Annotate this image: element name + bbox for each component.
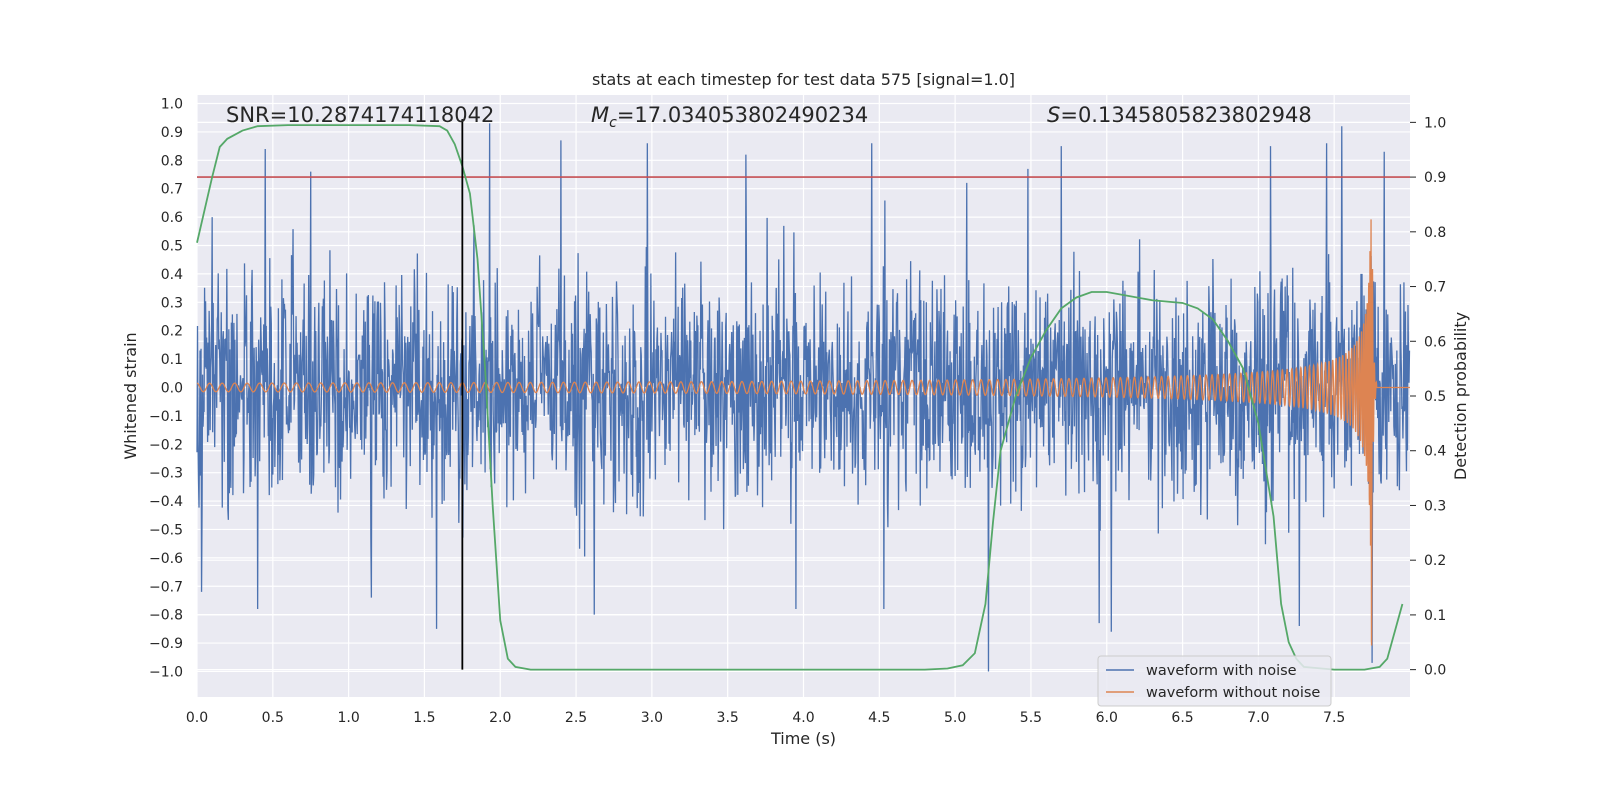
y-tick-label: −0.7 [149,579,183,595]
y-tick-label: 0.1 [161,352,183,368]
y-tick-label: −0.6 [149,551,183,567]
legend-entry-noise: waveform with noise [1146,663,1297,679]
legend-entry-clean: waveform without noise [1146,685,1320,701]
x-tick-label: 3.0 [641,710,663,726]
y-tick-label: 0.2 [161,324,183,340]
x-tick-label: 5.5 [1020,710,1042,726]
y-right-tick-label: 0.2 [1424,553,1446,569]
x-axis-label: Time (s) [770,729,836,748]
y-right-tick-label: 0.1 [1424,608,1446,624]
x-tick-label: 0.5 [262,710,284,726]
y-tick-label: −0.3 [149,466,183,482]
y-tick-label: 0.5 [161,239,183,255]
y-right-tick-label: 0.9 [1424,170,1446,186]
x-tick-label: 4.0 [792,710,814,726]
x-tick-label: 6.0 [1096,710,1118,726]
mc-value: =17.034053802490234 [617,103,868,127]
y-tick-label: −1.0 [149,664,183,680]
y-tick-label: −0.4 [149,494,183,510]
x-tick-label: 4.5 [868,710,890,726]
s-value: =0.1345805823802948 [1060,103,1311,127]
y-axis-right-label: Detection probability [1451,312,1470,480]
y-tick-label: −0.1 [149,409,183,425]
series-detection-probability [196,124,1404,671]
x-tick-label: 7.5 [1323,710,1345,726]
y-tick-label: −0.5 [149,522,183,538]
y-tick-label: 0.3 [161,295,183,311]
y-tick-label: 0.7 [161,182,183,198]
mc-subscript: c [609,115,617,131]
x-tick-label: 0.0 [186,710,208,726]
chirp-mass-annotation: Mc=17.034053802490234 [591,103,868,131]
x-tick-label: 5.0 [944,710,966,726]
chart-title: stats at each timestep for test data 575… [592,70,1015,89]
y-tick-label: 1.0 [161,97,183,113]
y-axis-right: 1.0 0.9 0.8 0.7 0.6 0.5 0.4 0.3 0.2 0.1 0.0 [1410,115,1446,679]
s-symbol: S [1047,103,1060,127]
y-axis-left: 1.0 0.9 0.8 0.7 0.6 0.5 0.4 0.3 0.2 0.1 0.0 −0.1 −0.… [149,97,183,681]
y-tick-label: 0.0 [161,380,183,396]
y-tick-label: −0.2 [149,437,183,453]
y-right-tick-label: 0.0 [1424,663,1446,679]
legend: waveform with noise waveform without noi… [1097,655,1332,707]
y-right-tick-label: 0.5 [1424,389,1446,405]
y-right-tick-label: 0.6 [1424,334,1446,350]
y-right-tick-label: 0.8 [1424,225,1446,241]
plot-area [196,119,1411,672]
series-waveform-without-noise [196,219,1410,646]
y-tick-label: −0.9 [149,636,183,652]
x-tick-label: 1.5 [413,710,435,726]
legend-box [1097,655,1332,707]
x-tick-label: 2.0 [489,710,511,726]
y-axis-label: Whitened strain [121,332,140,459]
x-axis: 0.0 0.5 1.0 1.5 2.0 2.5 3.0 3.5 4.0 4.5 5.0 5.5 6.0 6… [186,710,1345,726]
y-right-tick-label: 0.4 [1424,444,1446,460]
y-tick-label: −0.8 [149,608,183,624]
x-tick-label: 2.5 [565,710,587,726]
series-waveform-with-noise [196,123,1411,672]
x-tick-label: 7.0 [1247,710,1269,726]
snr-annotation: SNR=10.2874174118042 [226,103,494,127]
y-right-tick-label: 1.0 [1424,115,1446,131]
y-right-tick-label: 0.3 [1424,498,1446,514]
x-tick-label: 1.0 [337,710,359,726]
y-tick-label: 0.8 [161,153,183,169]
mc-symbol: M [591,103,609,127]
y-tick-label: 0.4 [161,267,183,283]
y-tick-label: 0.9 [161,125,183,141]
x-tick-label: 3.5 [717,710,739,726]
x-tick-label: 6.5 [1171,710,1193,726]
y-tick-label: 0.6 [161,210,183,226]
y-right-tick-label: 0.7 [1424,280,1446,296]
s-annotation: S=0.1345805823802948 [1047,103,1312,127]
